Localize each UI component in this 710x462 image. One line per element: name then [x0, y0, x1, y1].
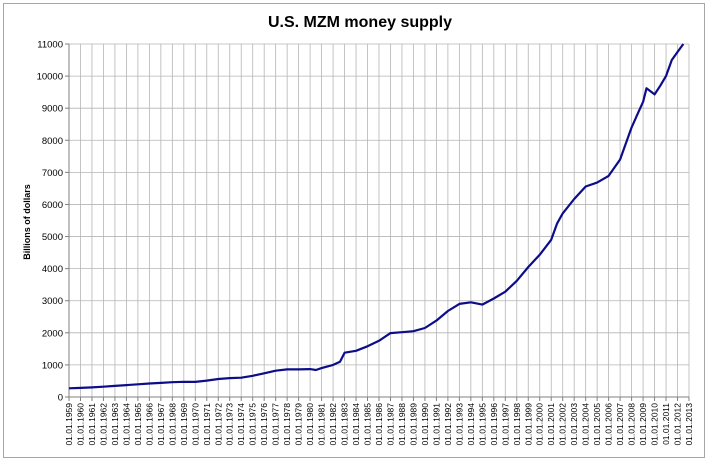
- x-tick-label: 01.01.1961: [87, 403, 97, 446]
- x-tick-label: 01.01.1991: [431, 403, 441, 446]
- y-tick-label: 8000: [42, 136, 63, 147]
- y-tick-labels: 0 1000 2000 3000 4000 5000 6000 7000 8000 9000 100…: [37, 40, 63, 404]
- x-tick-label: 01.01.1986: [374, 403, 384, 446]
- y-tick-label: 9000: [42, 104, 63, 115]
- x-tick-label: 01.01.1993: [454, 403, 464, 446]
- x-tick-label: 01.01.2011: [661, 403, 671, 445]
- x-tick-label: 01.01.1978: [282, 403, 292, 446]
- x-tick-label: 01.01.1996: [489, 403, 499, 446]
- x-tick-label: 01.01.1998: [512, 403, 522, 446]
- x-tick-label: 01.01.1999: [523, 403, 533, 446]
- series-line-mzm: [68, 43, 685, 390]
- x-tick-label: 01.01.1969: [179, 403, 189, 446]
- y-tick-label: 4000: [42, 264, 63, 275]
- chart-title: U.S. MZM money supply: [268, 14, 452, 31]
- x-tick-label: 01.01.1983: [340, 403, 350, 446]
- y-tick-label: 1000: [42, 360, 63, 371]
- y-axis-label: Billions of dollars: [22, 184, 32, 260]
- y-tick-label: 6000: [42, 200, 63, 211]
- y-tick-label: 2000: [42, 328, 63, 339]
- x-tick-labels: 01.01.1959 01.01.1960 01.01.1961 01.01.1962…: [64, 403, 694, 446]
- x-tick-label: 01.01.2003: [569, 403, 579, 446]
- x-tick-label: 01.01.2010: [650, 403, 660, 446]
- x-tick-label: 01.01.1960: [75, 403, 85, 446]
- x-tick-label: 01.01.1989: [408, 403, 418, 446]
- x-tick-label: 01.01.1979: [294, 403, 304, 446]
- x-tick-label: 01.01.2005: [592, 403, 602, 446]
- x-tick-label: 01.01.2000: [535, 403, 545, 446]
- x-tick-label: 01.01.2007: [615, 403, 625, 446]
- axes: [65, 43, 690, 401]
- gridlines: [69, 43, 690, 397]
- x-tick-label: 01.01.2006: [604, 403, 614, 446]
- x-tick-label: 01.01.2008: [627, 403, 637, 446]
- x-tick-label: 01.01.2004: [581, 403, 591, 446]
- x-tick-label: 01.01.1977: [271, 403, 281, 446]
- chart-frame: [3, 3, 705, 458]
- x-tick-label: 01.01.1995: [477, 403, 487, 446]
- x-tick-label: 01.01.1990: [420, 403, 430, 446]
- x-tick-label: 01.01.1966: [144, 403, 154, 446]
- x-tick-label: 01.01.2001: [546, 403, 556, 446]
- x-tick-label: 01.01.1973: [225, 403, 235, 446]
- y-tick-label: 0: [58, 393, 63, 404]
- x-tick-label: 01.01.1981: [317, 403, 327, 446]
- x-tick-label: 01.01.1984: [351, 403, 361, 446]
- y-tick-label: 11000: [37, 40, 63, 51]
- x-tick-label: 01.01.2013: [684, 403, 694, 446]
- y-tick-label: 10000: [37, 72, 63, 83]
- series-layer: [68, 43, 685, 390]
- x-tick-label: 01.01.1967: [156, 403, 166, 446]
- x-tick-label: 01.01.1997: [500, 403, 510, 446]
- x-tick-label: 01.01.1975: [248, 403, 258, 446]
- x-tick-label: 01.01.1994: [466, 403, 476, 446]
- y-tick-label: 3000: [42, 296, 63, 307]
- x-tick-label: 01.01.1974: [236, 403, 246, 446]
- x-tick-label: 01.01.1972: [213, 403, 223, 446]
- x-tick-label: 01.01.2012: [673, 403, 683, 446]
- y-tick-label: 5000: [42, 232, 63, 243]
- x-tick-label: 01.01.1962: [98, 403, 108, 446]
- x-tick-label: 01.01.2009: [638, 403, 648, 446]
- x-tick-label: 01.01.1963: [110, 403, 120, 446]
- x-tick-label: 01.01.1971: [202, 403, 212, 446]
- y-tick-label: 7000: [42, 168, 63, 179]
- x-tick-label: 01.01.1985: [363, 403, 373, 446]
- x-tick-label: 01.01.1970: [190, 403, 200, 446]
- x-tick-label: 01.01.1988: [397, 403, 407, 446]
- x-tick-label: 01.01.1987: [385, 403, 395, 446]
- x-tick-label: 01.01.1959: [64, 403, 74, 446]
- x-tick-label: 01.01.1992: [443, 403, 453, 446]
- x-tick-label: 01.01.1964: [121, 403, 131, 446]
- x-tick-label: 01.01.1980: [305, 403, 315, 446]
- x-tick-label: 01.01.1976: [259, 403, 269, 446]
- x-tick-label: 01.01.1965: [133, 403, 143, 446]
- x-tick-label: 01.01.1982: [328, 403, 338, 446]
- x-tick-label: 01.01.2002: [558, 403, 568, 446]
- x-tick-label: 01.01.1968: [167, 403, 177, 446]
